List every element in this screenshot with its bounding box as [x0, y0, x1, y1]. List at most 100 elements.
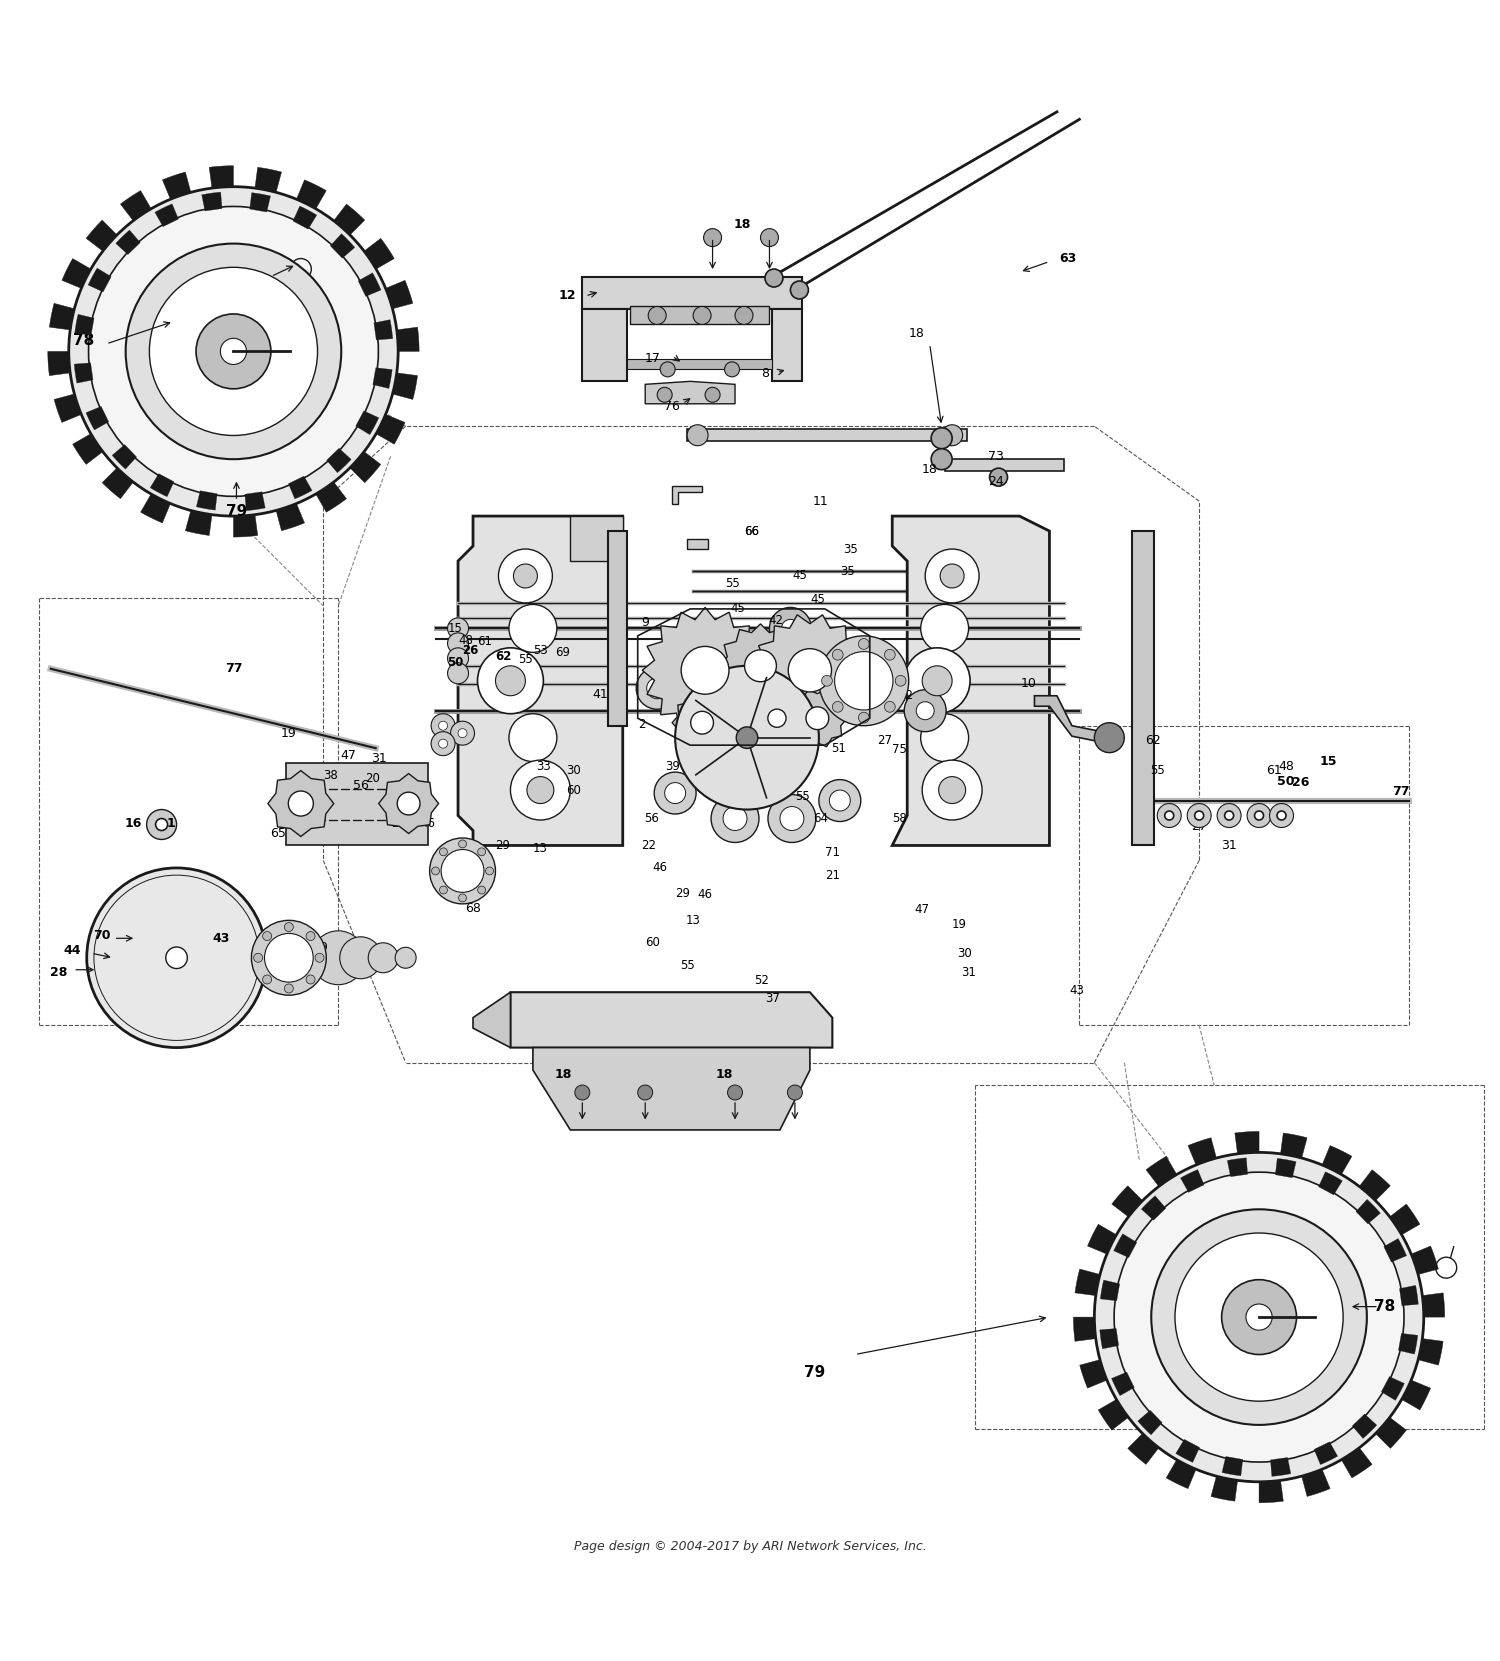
Circle shape: [648, 307, 666, 324]
Text: 42: 42: [768, 615, 783, 628]
Circle shape: [638, 1085, 652, 1100]
Text: 33: 33: [536, 759, 550, 772]
Text: 76: 76: [664, 400, 680, 414]
Circle shape: [660, 362, 675, 377]
Text: 15: 15: [1318, 756, 1336, 767]
Circle shape: [166, 947, 188, 968]
Text: 55: 55: [680, 958, 694, 972]
Polygon shape: [945, 458, 1065, 472]
Text: 55: 55: [686, 737, 700, 751]
Polygon shape: [88, 267, 111, 292]
Text: 44: 44: [63, 943, 81, 957]
Polygon shape: [116, 231, 140, 254]
Polygon shape: [74, 362, 93, 384]
Polygon shape: [376, 414, 405, 443]
Polygon shape: [1322, 1146, 1352, 1174]
Polygon shape: [234, 515, 258, 537]
Polygon shape: [1210, 1477, 1237, 1502]
Circle shape: [830, 791, 850, 811]
Circle shape: [675, 666, 819, 809]
Text: 45: 45: [810, 593, 825, 606]
Text: 18: 18: [921, 463, 938, 477]
Circle shape: [885, 649, 896, 659]
Polygon shape: [645, 382, 735, 404]
Polygon shape: [1188, 1138, 1216, 1164]
Circle shape: [147, 809, 177, 839]
Circle shape: [486, 867, 494, 875]
Text: 35: 35: [840, 565, 855, 578]
Circle shape: [822, 676, 833, 686]
Circle shape: [1156, 804, 1180, 827]
Circle shape: [788, 1085, 802, 1100]
Circle shape: [574, 1085, 590, 1100]
Polygon shape: [396, 327, 418, 352]
Text: 56: 56: [352, 779, 369, 792]
Polygon shape: [1180, 1169, 1204, 1193]
Text: 27: 27: [1191, 819, 1208, 832]
Text: 69: 69: [555, 646, 570, 659]
Polygon shape: [75, 314, 94, 336]
Polygon shape: [150, 473, 174, 497]
Polygon shape: [687, 538, 708, 550]
Text: 66: 66: [744, 525, 759, 538]
Polygon shape: [582, 309, 627, 382]
Polygon shape: [672, 487, 702, 503]
Text: 14: 14: [792, 726, 807, 739]
Circle shape: [789, 649, 831, 693]
Polygon shape: [186, 510, 211, 535]
Polygon shape: [1359, 1169, 1390, 1201]
Text: 55: 55: [1150, 764, 1164, 777]
Text: 36: 36: [742, 643, 758, 656]
Text: 1: 1: [166, 817, 176, 829]
Polygon shape: [276, 503, 304, 532]
Circle shape: [790, 281, 808, 299]
Text: 39: 39: [664, 759, 680, 772]
Circle shape: [262, 932, 272, 940]
Circle shape: [932, 448, 952, 470]
Text: 24: 24: [987, 475, 1004, 488]
Text: 61: 61: [1266, 764, 1282, 777]
Polygon shape: [48, 352, 70, 375]
Polygon shape: [1398, 1334, 1417, 1354]
Circle shape: [477, 847, 486, 855]
Text: 52: 52: [754, 973, 770, 987]
Text: 13: 13: [686, 914, 700, 927]
Polygon shape: [86, 221, 117, 251]
Text: 31: 31: [370, 752, 387, 766]
Polygon shape: [630, 307, 770, 324]
Polygon shape: [54, 394, 81, 422]
Polygon shape: [687, 429, 968, 442]
Text: 45: 45: [730, 603, 746, 616]
Circle shape: [252, 920, 327, 995]
Polygon shape: [1384, 1239, 1407, 1262]
Circle shape: [770, 608, 812, 649]
Polygon shape: [1227, 1158, 1248, 1176]
Polygon shape: [162, 173, 190, 199]
Circle shape: [509, 714, 556, 762]
Circle shape: [806, 708, 830, 729]
Circle shape: [430, 733, 454, 756]
Circle shape: [509, 605, 556, 653]
Polygon shape: [1128, 1433, 1160, 1465]
Polygon shape: [532, 1048, 810, 1129]
Text: 60: 60: [645, 937, 660, 950]
Polygon shape: [1176, 1440, 1200, 1462]
Polygon shape: [788, 689, 847, 747]
Circle shape: [646, 678, 668, 699]
Polygon shape: [1112, 1372, 1134, 1395]
Circle shape: [88, 206, 378, 497]
Polygon shape: [1418, 1339, 1443, 1365]
Text: 63: 63: [1059, 252, 1076, 266]
Circle shape: [1164, 811, 1173, 821]
Circle shape: [441, 849, 485, 892]
Circle shape: [1152, 1209, 1366, 1425]
Text: 65: 65: [270, 827, 286, 840]
Circle shape: [1186, 804, 1210, 827]
Polygon shape: [672, 694, 732, 751]
Polygon shape: [1113, 1234, 1137, 1257]
Circle shape: [1246, 1304, 1272, 1330]
Circle shape: [440, 847, 447, 855]
Polygon shape: [356, 410, 380, 435]
Text: 30: 30: [957, 947, 972, 960]
Text: 75: 75: [892, 742, 908, 756]
